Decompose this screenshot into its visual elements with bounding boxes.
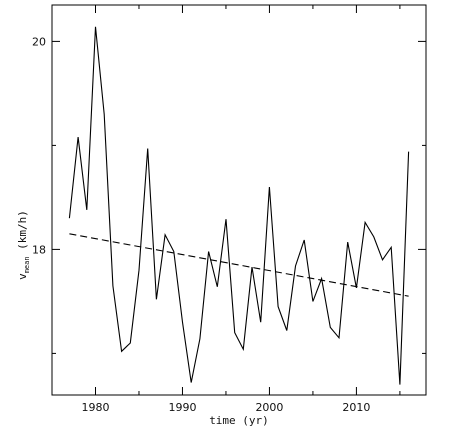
x-tick-label: 1990 [168,401,196,414]
y-axis-label-main: v [16,273,29,280]
axis-ticks [52,5,426,395]
y-tick-label: 20 [32,35,46,48]
y-axis-label-unit: (km/h) [16,210,29,256]
x-tick-label: 2010 [342,401,370,414]
series-layer [68,26,410,385]
x-axis-label: time (yr) [209,414,269,427]
x-tick-label: 1980 [81,401,109,414]
tick-labels: 1980 1990 2000 2010 18 20 [32,35,370,414]
data-line [68,26,410,385]
y-axis-label: vmean (km/h) [16,210,31,280]
trend-line [69,233,409,297]
x-tick-label: 2000 [255,401,283,414]
y-tick-label: 18 [32,243,46,256]
y-axis-label-sub: mean [23,256,31,273]
plot-frame [51,4,427,396]
